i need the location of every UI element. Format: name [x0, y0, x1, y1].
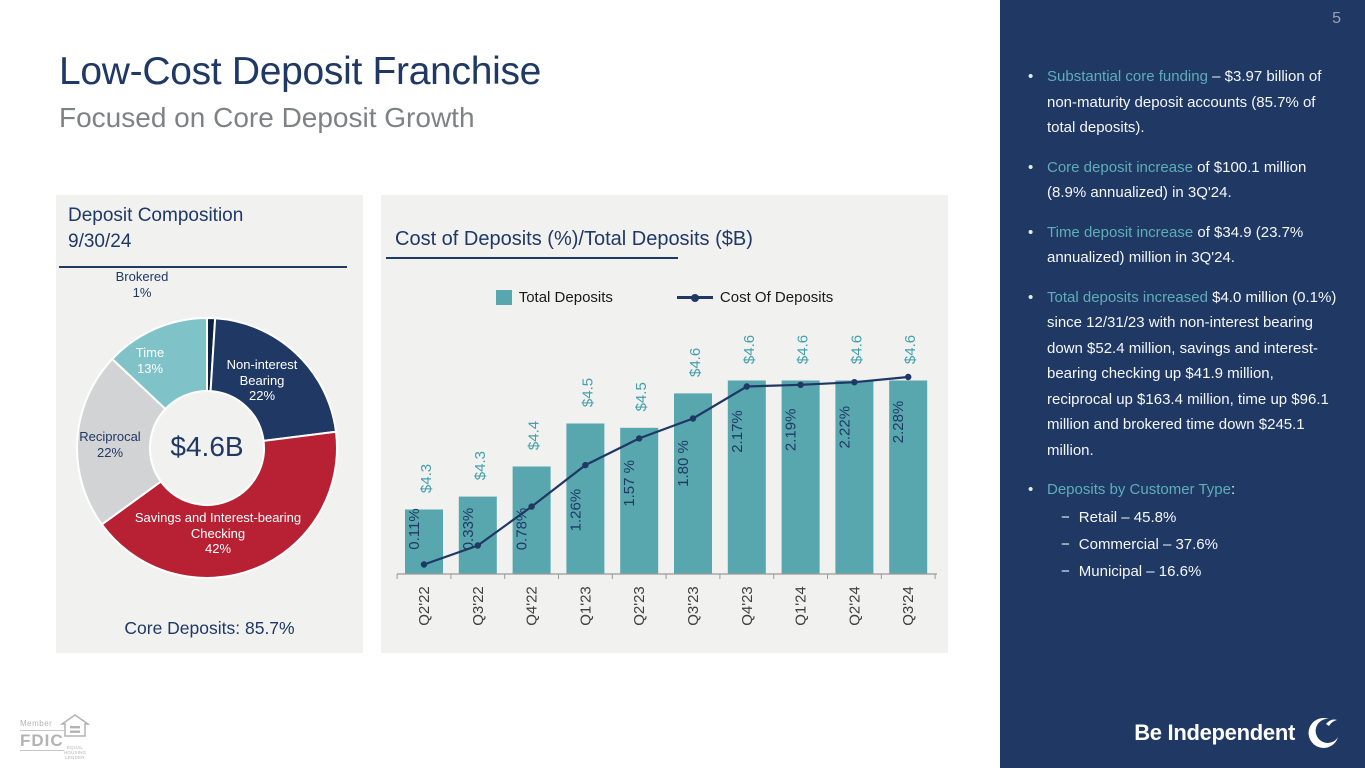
- category-label: Q2'24: [846, 586, 863, 626]
- sub-bullet-commercial: Commercial – 37.6%: [1061, 531, 1235, 558]
- bullet-list: Substantial core funding – $3.97 billion…: [1000, 0, 1365, 585]
- sub-bullet-municipal: Municipal – 16.6%: [1061, 558, 1235, 585]
- equal-housing-text: EQUAL HOUSING LENDER: [63, 745, 87, 760]
- member-fdic-logo: Member FDIC: [20, 719, 64, 751]
- deposit-composition-title: Deposit Composition 9/30/24: [59, 203, 347, 269]
- page-title: Low-Cost Deposit Franchise: [59, 50, 542, 93]
- bar: [835, 380, 874, 574]
- category-label: Q2'22: [416, 586, 433, 626]
- bullet-core-funding: Substantial core funding – $3.97 billion…: [1028, 64, 1341, 141]
- donut-center-total: $4.6B: [170, 431, 244, 462]
- segment-label-time: Time 13%: [135, 345, 165, 376]
- chart-legend: Total Deposits Cost Of Deposits: [381, 289, 948, 306]
- deposit-composition-title-line2: 9/30/24: [68, 230, 132, 252]
- bar-value-label: $4.6: [795, 335, 812, 364]
- legend-cost-of-deposits: Cost Of Deposits: [676, 289, 833, 306]
- combo-svg: $4.3 0.11% Q2'22 $4.3 0.33% Q3'22 $4.4 0.78% Q4'…: [396, 335, 937, 626]
- category-label: Q4'22: [524, 586, 541, 626]
- line-value-label: 2.19%: [783, 409, 800, 452]
- donut-segment: [76, 357, 167, 526]
- equal-housing-icon: [59, 714, 91, 737]
- bullet-total-deposits: Total deposits increased $4.0 million (0…: [1028, 285, 1341, 464]
- bar: [889, 380, 928, 574]
- line-marker: [743, 383, 750, 390]
- combo-chart: $4.3 0.11% Q2'22 $4.3 0.33% Q3'22 $4.4 0.78% Q4'…: [395, 321, 940, 653]
- cost-of-deposits-title: Cost of Deposits (%)/Total Deposits ($B): [395, 228, 753, 250]
- cost-line: [423, 375, 909, 566]
- bar-value-label: $4.6: [902, 335, 919, 364]
- line-marker: [851, 379, 858, 386]
- line-marker: [420, 561, 428, 568]
- segment-label-reciprocal: Reciprocal 22%: [79, 429, 141, 460]
- bar: [512, 466, 551, 574]
- bar-value-label: $4.6: [687, 348, 704, 377]
- bar-value-label: $4.6: [741, 335, 758, 364]
- bird-crescent-icon: [1308, 717, 1338, 748]
- category-label: Q4'23: [739, 586, 756, 626]
- cost-of-deposits-panel: Cost of Deposits (%)/Total Deposits ($B)…: [381, 195, 948, 653]
- line-value-label: 0.11%: [406, 508, 423, 549]
- category-label: Q1'24: [793, 586, 810, 626]
- bullet-customer-type: Deposits by Customer Type: Retail – 45.8…: [1028, 477, 1341, 585]
- line-value-label: 1.26%: [567, 489, 584, 532]
- bar-value-label: $4.3: [418, 464, 435, 493]
- line-marker: [474, 542, 481, 549]
- line-value-label: 2.17%: [729, 410, 746, 453]
- bar-value-label: $4.5: [579, 378, 596, 407]
- line-value-label: 1.57 %: [621, 460, 638, 507]
- legend-total-deposits: Total Deposits: [495, 289, 613, 306]
- brand-tagline: Be Independent: [1134, 716, 1339, 750]
- donut-segment: [110, 316, 208, 411]
- line-value-label: 0.78%: [514, 508, 531, 551]
- sidebar: 5 Substantial core funding – $3.97 billi…: [1000, 0, 1365, 768]
- line-marker: [905, 373, 912, 381]
- bullet-time-deposit-increase: Time deposit increase of $34.9 (23.7% an…: [1028, 220, 1341, 271]
- bar-value-label: $4.4: [526, 421, 543, 450]
- bar: [781, 380, 820, 574]
- customer-type-list: Retail – 45.8% Commercial – 37.6% Munici…: [1047, 504, 1235, 585]
- line-value-label: 0.33%: [460, 508, 477, 551]
- bar-value-label: $4.6: [848, 335, 865, 364]
- bullet-core-deposit-increase: Core deposit increase of $100.1 million …: [1028, 155, 1341, 206]
- category-label: Q3'23: [685, 586, 702, 626]
- line-value-label: 2.22%: [836, 406, 853, 449]
- category-label: Q1'23: [577, 586, 594, 626]
- line-marker: [689, 415, 697, 422]
- bar: [620, 427, 659, 574]
- category-label: Q3'22: [470, 586, 487, 626]
- bar: [727, 380, 766, 574]
- line-value-label: 1.80 %: [675, 440, 692, 487]
- segment-label-non-interest-bearing: Non-interest Bearing 22%: [226, 357, 298, 404]
- donut-segment: [209, 317, 338, 442]
- core-deposits-annotation: Core Deposits: 85.7%: [124, 618, 295, 638]
- deposit-composition-title-line1: Deposit Composition: [68, 205, 244, 226]
- line-marker: [582, 461, 589, 469]
- donut-segment: [100, 430, 338, 579]
- bar-swatch-icon: [495, 290, 512, 305]
- category-label: Q3'24: [900, 586, 917, 626]
- bar-value-label: $4.5: [633, 382, 650, 411]
- line-marker: [797, 381, 804, 388]
- donut-svg: [76, 316, 338, 579]
- line-value-label: 2.28%: [890, 401, 907, 444]
- segment-label-brokered: Brokered 1%: [115, 269, 169, 300]
- page-number: 5: [1332, 10, 1341, 27]
- bar-value-label: $4.3: [472, 451, 489, 480]
- deposit-composition-panel: Deposit Composition 9/30/24 Brokered 1% …: [56, 195, 363, 653]
- bar: [566, 423, 605, 574]
- equal-housing-lender-logo: EQUAL HOUSING LENDER: [58, 714, 92, 760]
- page-subtitle: Focused on Core Deposit Growth: [59, 102, 475, 133]
- title-underline: [386, 257, 678, 259]
- sub-bullet-retail: Retail – 45.8%: [1061, 504, 1235, 531]
- donut-chart: [72, 313, 342, 583]
- segment-label-savings: Savings and Interest-bearing Checking 42…: [134, 510, 302, 557]
- category-label: Q2'23: [631, 586, 648, 626]
- line-marker-icon: [676, 294, 713, 301]
- line-marker: [636, 435, 643, 442]
- line-marker: [528, 503, 535, 510]
